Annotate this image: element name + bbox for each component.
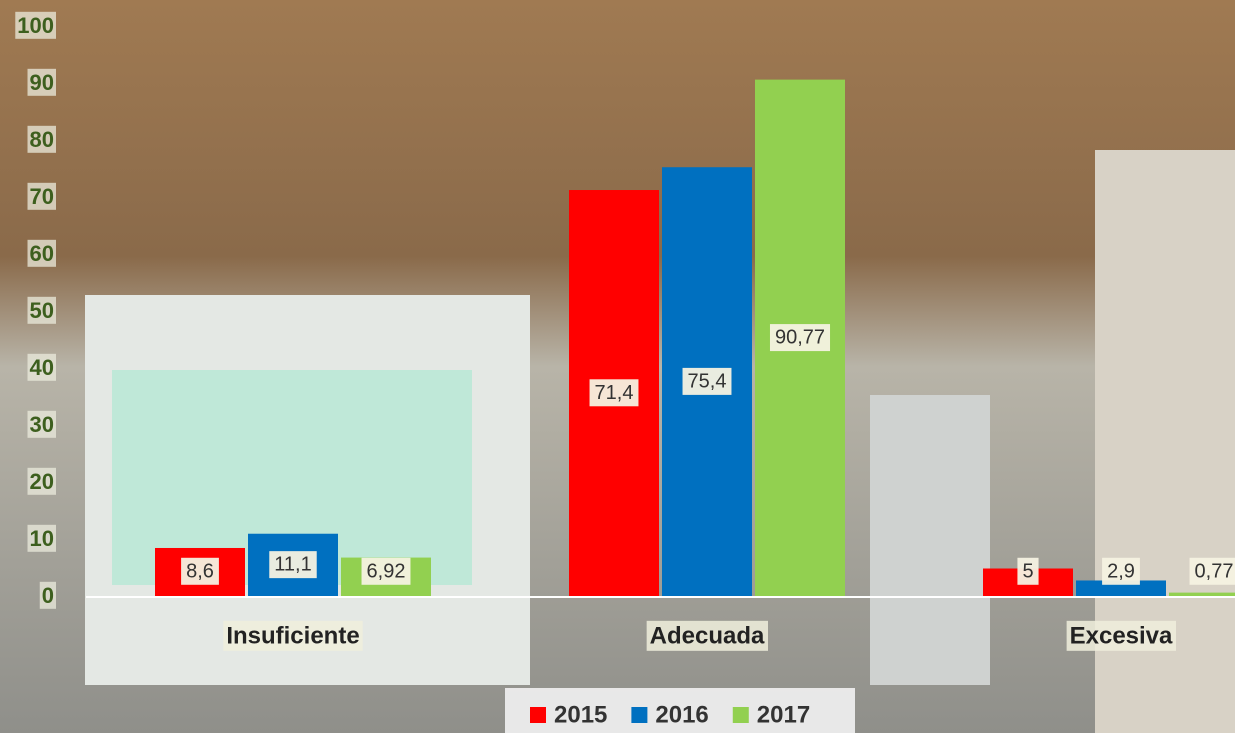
y-tick-label: 40 [30,355,54,380]
legend-swatch [530,707,546,723]
label-background [27,296,56,324]
label-background [27,239,56,267]
y-tick-label: 20 [30,469,54,494]
label-background [269,551,317,579]
label-background [1189,557,1235,585]
x-tick-label: Adecuada [650,622,765,649]
label-background [27,467,56,495]
value-label: 90,77 [775,327,825,349]
legend-label: 2015 [554,701,607,728]
y-tick-label: 10 [30,526,54,551]
label-background [223,620,363,651]
label-background [27,182,56,210]
y-tick-label: 30 [30,412,54,437]
legend-label: 2016 [655,701,708,728]
label-background [682,367,732,395]
y-tick-label: 0 [42,583,54,608]
label-background [27,68,56,96]
label-background [27,125,56,153]
x-tick-label: Excesiva [1070,622,1173,649]
legend-swatch [732,707,749,723]
value-label: 6,92 [367,560,406,582]
bar [1076,580,1166,597]
y-tick-label: 90 [30,70,54,95]
bar [1169,592,1235,597]
door [870,395,990,685]
value-label: 71,4 [595,382,634,404]
legend-box [505,688,855,733]
value-label: 5 [1022,560,1033,582]
value-label: 11,1 [274,554,311,576]
label-background [181,557,219,585]
label-background [589,379,639,407]
value-label: 75,4 [688,370,727,392]
y-tick-label: 50 [30,298,54,323]
legend-label: 2017 [757,701,810,728]
label-background [27,353,56,381]
value-label: 8,6 [186,560,214,582]
label-background [1017,557,1039,585]
value-label: 2,9 [1107,560,1135,582]
y-tick-label: 60 [30,241,54,266]
label-background [769,324,831,352]
y-tick-label: 80 [30,127,54,152]
label-background [15,11,56,39]
label-background [27,410,56,438]
legend-swatch [631,707,648,723]
label-background [1066,620,1177,651]
label-background [39,581,56,609]
y-tick-label: 70 [30,184,54,209]
label-background [27,524,56,552]
value-label: 0,77 [1195,560,1234,582]
x-tick-label: Insuficiente [226,622,359,649]
label-background [361,557,411,585]
label-background [646,620,769,651]
label-background [1102,557,1140,585]
y-tick-label: 100 [17,13,54,38]
